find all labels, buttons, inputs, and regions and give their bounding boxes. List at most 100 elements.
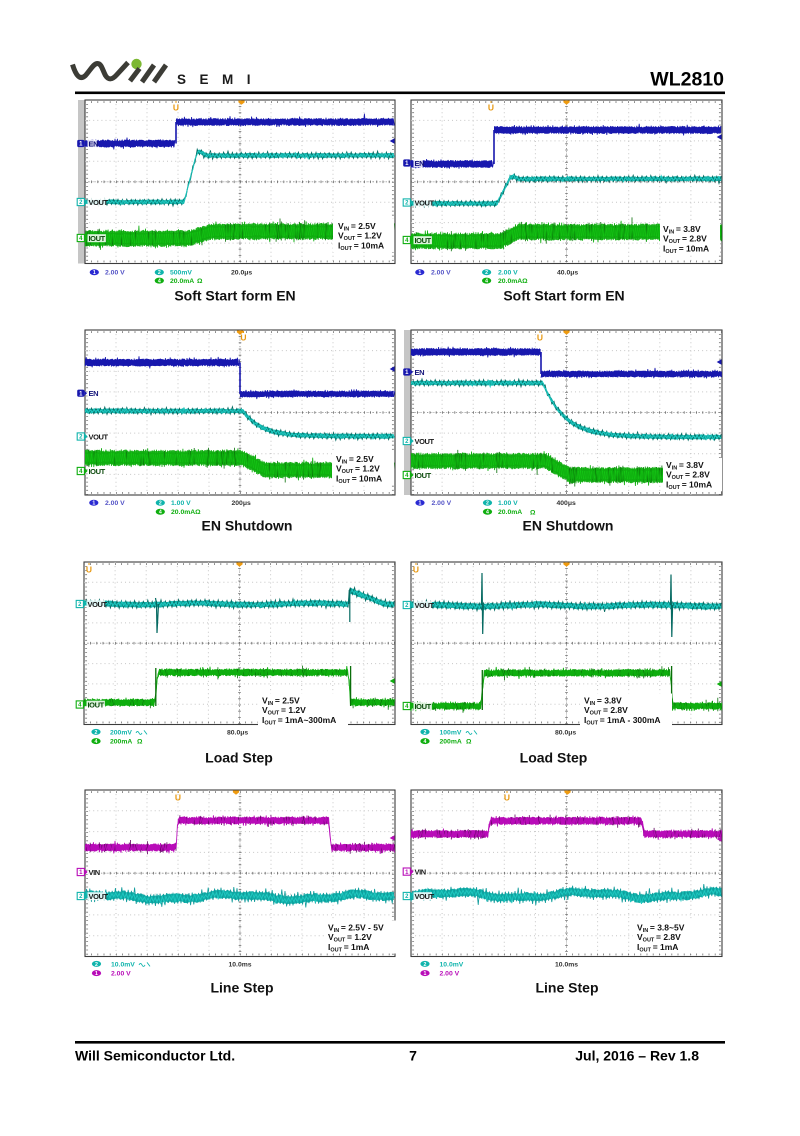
svg-text:Ω: Ω xyxy=(197,278,203,285)
svg-text:VIN = 2.5V - 5V: VIN = 2.5V - 5V xyxy=(328,923,384,935)
svg-text:1: 1 xyxy=(92,501,95,507)
svg-text:Soft Start form EN: Soft Start form EN xyxy=(174,288,295,304)
svg-text:U: U xyxy=(240,333,246,343)
svg-text:IOUT = 1mA: IOUT = 1mA xyxy=(637,942,678,954)
svg-text:VOUT = 2.8V: VOUT = 2.8V xyxy=(663,234,707,246)
svg-text:EN: EN xyxy=(89,139,99,148)
svg-text:4: 4 xyxy=(424,739,427,745)
svg-text:IOUT = 10mA: IOUT = 10mA xyxy=(336,473,382,485)
svg-text:U: U xyxy=(537,333,543,343)
svg-text:2: 2 xyxy=(79,200,83,206)
svg-text:Soft Start form EN: Soft Start form EN xyxy=(503,288,624,304)
svg-text:200mA: 200mA xyxy=(440,739,462,746)
svg-text:1: 1 xyxy=(418,270,421,276)
svg-text:2: 2 xyxy=(405,603,409,609)
svg-text:2.00 V: 2.00 V xyxy=(111,971,131,978)
svg-text:7: 7 xyxy=(409,1048,417,1064)
svg-text:1: 1 xyxy=(93,270,96,276)
svg-text:2: 2 xyxy=(78,602,82,608)
svg-text:1: 1 xyxy=(405,370,409,376)
svg-text:2: 2 xyxy=(95,962,98,968)
svg-text:1.00 V: 1.00 V xyxy=(171,500,191,507)
svg-text:1: 1 xyxy=(95,971,98,977)
svg-text:IOUT: IOUT xyxy=(88,700,105,709)
svg-text:VOUT = 1.2V: VOUT = 1.2V xyxy=(336,464,380,476)
svg-text:IOUT: IOUT xyxy=(415,471,432,480)
svg-text:Line Step: Line Step xyxy=(210,980,273,996)
svg-text:10.0mV: 10.0mV xyxy=(440,961,464,968)
svg-text:VIN: VIN xyxy=(415,867,426,876)
svg-text:SEMI: SEMI xyxy=(177,72,264,87)
svg-text:U: U xyxy=(173,103,179,113)
svg-text:EN: EN xyxy=(415,159,425,168)
svg-text:VOUT: VOUT xyxy=(415,892,435,901)
svg-text:20.0mA: 20.0mA xyxy=(170,278,194,285)
svg-text:2: 2 xyxy=(79,435,83,441)
svg-text:2.00 V: 2.00 V xyxy=(431,270,451,277)
svg-text:80.0μs: 80.0μs xyxy=(555,729,576,736)
svg-text:Load Step: Load Step xyxy=(520,750,588,766)
svg-text:4: 4 xyxy=(79,236,83,242)
svg-text:1: 1 xyxy=(419,501,422,507)
svg-text:500mV: 500mV xyxy=(170,270,192,277)
svg-text:4: 4 xyxy=(159,510,162,516)
svg-text:Line Step: Line Step xyxy=(535,980,598,996)
svg-text:VIN = 3.8V: VIN = 3.8V xyxy=(584,696,622,708)
svg-text:20.0mAΩ: 20.0mAΩ xyxy=(498,278,528,285)
svg-text:10.0ms: 10.0ms xyxy=(555,961,578,968)
svg-text:2: 2 xyxy=(485,270,488,276)
svg-text:40.0μs: 40.0μs xyxy=(557,270,578,277)
svg-text:4: 4 xyxy=(485,279,488,285)
svg-text:100mV: 100mV xyxy=(440,729,462,736)
svg-text:4: 4 xyxy=(405,473,409,479)
svg-text:VOUT: VOUT xyxy=(415,601,435,610)
svg-text:VOUT: VOUT xyxy=(89,892,109,901)
svg-text:VOUT = 1.2V: VOUT = 1.2V xyxy=(338,231,382,243)
svg-text:Ω: Ω xyxy=(530,509,536,516)
svg-text:4: 4 xyxy=(486,510,489,516)
svg-text:VOUT: VOUT xyxy=(88,600,108,609)
svg-text:2.00 V: 2.00 V xyxy=(440,971,460,978)
svg-text:2: 2 xyxy=(405,439,409,445)
svg-text:VOUT = 1.2V: VOUT = 1.2V xyxy=(262,705,306,717)
svg-text:VOUT = 2.8V: VOUT = 2.8V xyxy=(637,932,681,944)
svg-text:Ω: Ω xyxy=(137,739,143,746)
svg-text:VIN = 2.5V: VIN = 2.5V xyxy=(262,696,300,708)
svg-text:4: 4 xyxy=(405,704,409,710)
svg-text:EN: EN xyxy=(415,368,425,377)
svg-text:2: 2 xyxy=(159,501,162,507)
svg-text:Jul, 2016 – Rev 1.8: Jul, 2016 – Rev 1.8 xyxy=(575,1048,699,1064)
svg-text:EN: EN xyxy=(89,389,99,398)
svg-text:1.00 V: 1.00 V xyxy=(498,500,518,507)
svg-text:2: 2 xyxy=(158,270,161,276)
svg-text:IOUT = 1mA~300mA: IOUT = 1mA~300mA xyxy=(262,715,336,727)
svg-text:EN Shutdown: EN Shutdown xyxy=(202,518,293,534)
svg-text:1: 1 xyxy=(405,161,409,167)
svg-text:IOUT: IOUT xyxy=(415,702,432,711)
svg-text:2.00 V: 2.00 V xyxy=(432,500,452,507)
svg-text:80.0μs: 80.0μs xyxy=(227,729,248,736)
svg-text:Will Semiconductor Ltd.: Will Semiconductor Ltd. xyxy=(75,1048,235,1064)
svg-text:4: 4 xyxy=(405,238,409,244)
svg-text:IOUT = 1mA: IOUT = 1mA xyxy=(328,942,369,954)
svg-text:4: 4 xyxy=(79,469,83,475)
svg-text:200mA: 200mA xyxy=(110,739,132,746)
svg-text:20.0μs: 20.0μs xyxy=(231,270,252,277)
svg-text:4: 4 xyxy=(78,703,82,709)
svg-text:U: U xyxy=(175,793,181,803)
svg-text:Ω: Ω xyxy=(466,739,472,746)
svg-text:2: 2 xyxy=(405,894,409,900)
svg-text:2.00 V: 2.00 V xyxy=(498,270,518,277)
svg-text:VOUT: VOUT xyxy=(89,432,109,441)
svg-text:2.00 V: 2.00 V xyxy=(105,270,125,277)
svg-text:VOUT: VOUT xyxy=(415,198,435,207)
svg-text:Load Step: Load Step xyxy=(205,750,273,766)
svg-text:10.0ms: 10.0ms xyxy=(229,961,252,968)
svg-text:VIN = 3.8~5V: VIN = 3.8~5V xyxy=(637,923,685,935)
svg-text:U: U xyxy=(86,565,92,575)
svg-text:IOUT: IOUT xyxy=(89,234,106,243)
svg-text:VIN = 2.5V: VIN = 2.5V xyxy=(336,454,374,466)
svg-text:IOUT = 10mA: IOUT = 10mA xyxy=(666,479,712,491)
svg-text:VIN = 3.8V: VIN = 3.8V xyxy=(663,224,701,236)
svg-text:U: U xyxy=(413,565,419,575)
